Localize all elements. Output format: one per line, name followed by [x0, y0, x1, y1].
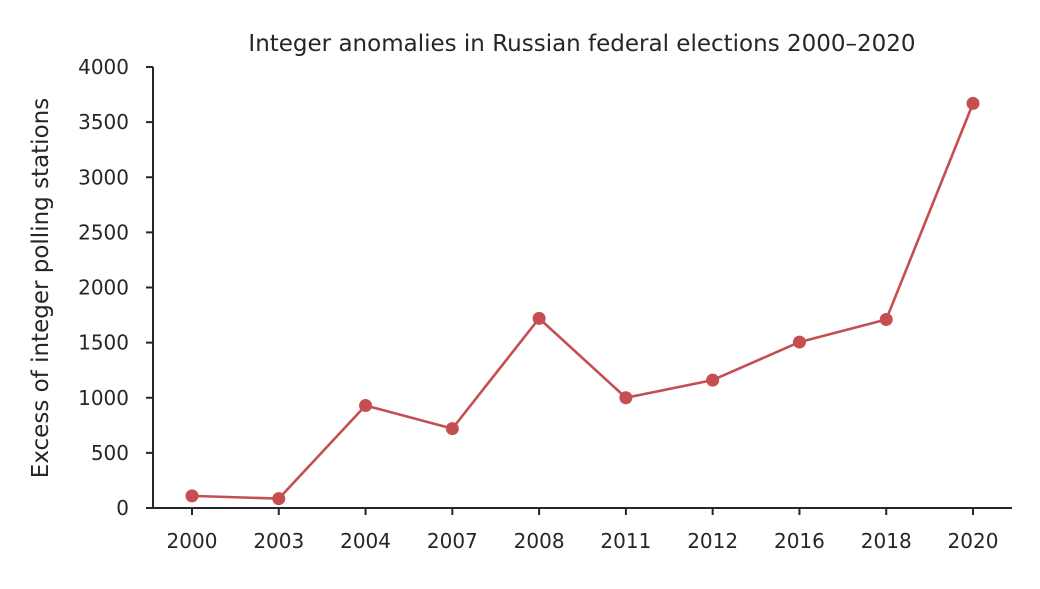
data-point-2012: [706, 373, 720, 387]
y-tick-label: 0: [116, 496, 129, 520]
y-tick-label: 2000: [78, 276, 129, 300]
data-point-2018: [879, 312, 893, 326]
data-point-2003: [272, 492, 286, 506]
y-tick-label: 1000: [78, 386, 129, 410]
y-ticks: 0 500 1000 1500 2000 2500 3000 3500 4000: [78, 55, 153, 520]
data-point-2008: [532, 311, 546, 325]
data-point-2011: [619, 391, 633, 405]
x-tick-label: 2016: [774, 529, 825, 553]
x-tick-label: 2011: [600, 529, 651, 553]
data-point-2020: [966, 96, 980, 110]
axes: [152, 67, 1012, 509]
y-tick-label: 2500: [78, 220, 129, 244]
x-tick-label: 2020: [948, 529, 999, 553]
x-tick-label: 2012: [687, 529, 738, 553]
series-layer: [185, 96, 980, 506]
x-tick-label: 2008: [514, 529, 565, 553]
x-tick-label: 2004: [340, 529, 391, 553]
data-point-2000: [185, 489, 199, 503]
x-tick-label: 2000: [167, 529, 218, 553]
x-tick-label: 2003: [253, 529, 304, 553]
x-tick-label: 2018: [861, 529, 912, 553]
y-tick-label: 500: [91, 441, 129, 465]
y-tick-label: 1500: [78, 331, 129, 355]
y-tick-label: 3500: [78, 110, 129, 134]
x-tick-label: 2007: [427, 529, 478, 553]
y-tick-label: 3000: [78, 165, 129, 189]
chart-title: Integer anomalies in Russian federal ele…: [248, 31, 915, 57]
x-ticks: 2000 2003 2004 2007 2008 2011 2012 2016 2018 2020: [167, 508, 999, 553]
series-line: [191, 102, 975, 500]
data-point-2004: [359, 398, 373, 412]
y-tick-label: 4000: [78, 55, 129, 79]
y-axis-label: Excess of integer polling stations: [28, 98, 54, 478]
data-point-2016: [792, 335, 806, 349]
data-point-2007: [445, 422, 459, 436]
